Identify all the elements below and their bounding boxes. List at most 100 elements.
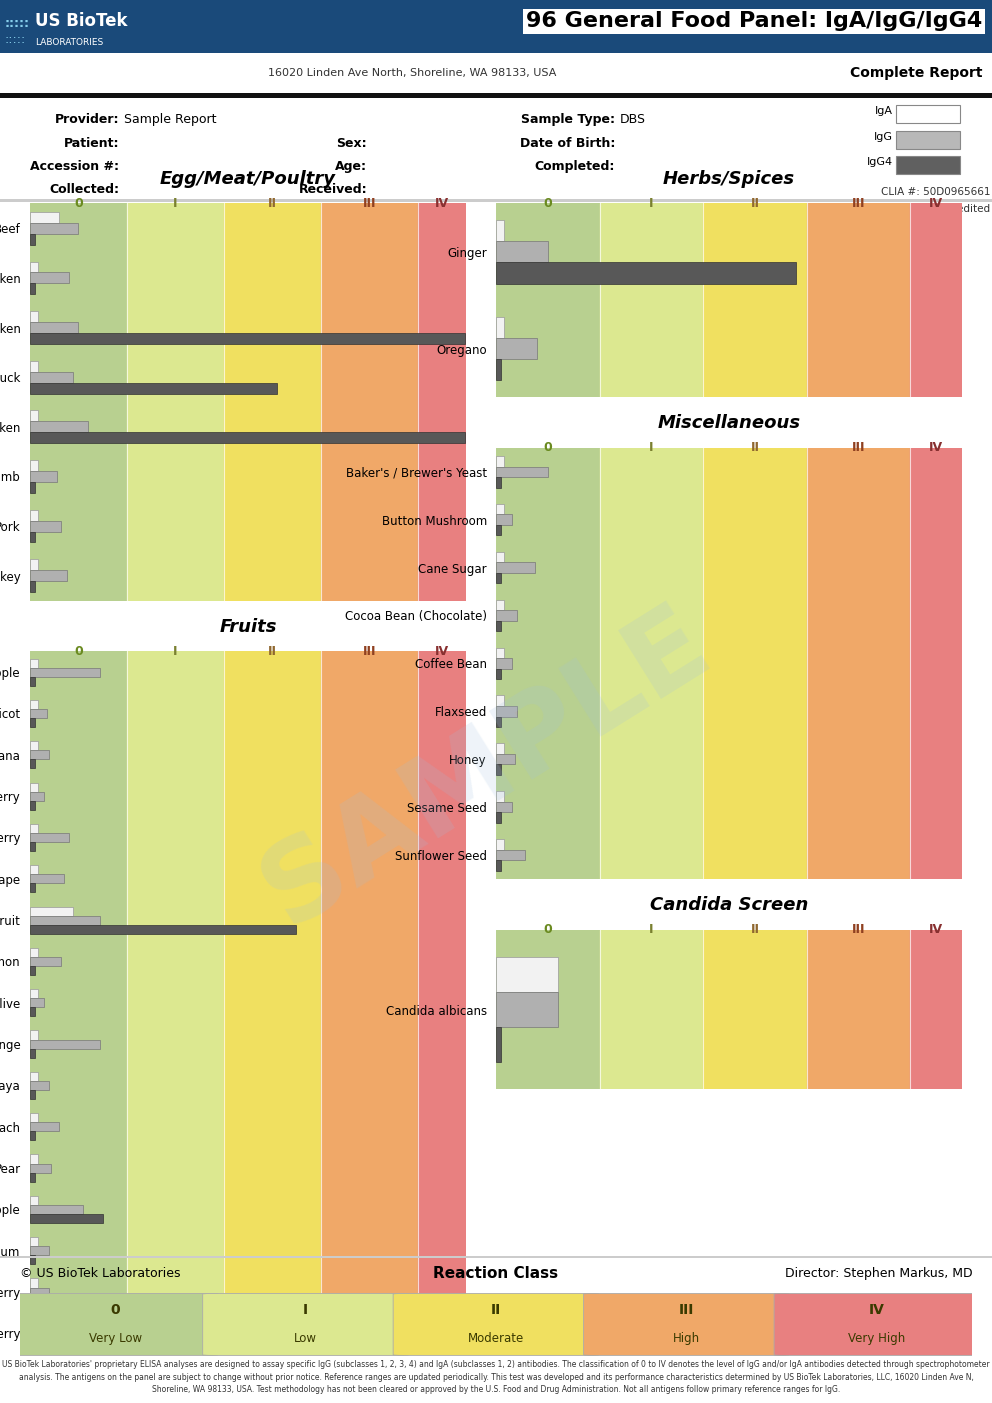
Text: I: I	[649, 923, 654, 936]
Text: Complete Report: Complete Report	[849, 66, 982, 80]
Bar	[224, 203, 320, 600]
Bar	[30, 751, 50, 759]
Bar	[496, 706, 517, 717]
Bar	[496, 1027, 501, 1062]
Text: 16020 Linden Ave North, Shoreline, WA 98133, USA: 16020 Linden Ave North, Shoreline, WA 98…	[268, 67, 557, 79]
Bar	[599, 203, 703, 397]
Bar	[496, 801, 512, 812]
Bar	[30, 411, 38, 421]
Text: SAMPLE: SAMPLE	[244, 588, 728, 947]
Bar	[30, 1278, 38, 1288]
Bar	[30, 906, 73, 916]
Text: II: II	[751, 923, 760, 936]
Text: Provider:: Provider:	[55, 114, 119, 126]
Bar	[703, 203, 806, 397]
Bar	[496, 696, 504, 706]
Bar	[30, 916, 99, 925]
Bar	[30, 1205, 83, 1214]
Bar	[30, 1122, 59, 1131]
Title: Miscellaneous: Miscellaneous	[658, 414, 801, 432]
Bar	[496, 753, 515, 765]
Bar	[30, 1090, 35, 1099]
Text: I: I	[173, 645, 178, 658]
Text: IV: IV	[930, 923, 943, 936]
Bar	[30, 791, 45, 801]
Bar	[496, 648, 504, 658]
Bar	[496, 456, 504, 467]
Text: III: III	[852, 196, 865, 210]
Bar	[30, 1237, 38, 1246]
Bar	[30, 1007, 35, 1016]
Bar	[496, 658, 512, 669]
Bar	[30, 783, 38, 791]
Text: Moderate: Moderate	[468, 1331, 524, 1345]
FancyBboxPatch shape	[583, 1294, 790, 1355]
Bar	[30, 1246, 50, 1256]
Bar	[30, 1214, 102, 1223]
Bar	[30, 1256, 35, 1264]
Bar	[30, 1155, 38, 1163]
Bar	[30, 1080, 50, 1090]
Bar	[30, 560, 38, 570]
Bar	[30, 272, 68, 283]
Text: Low: Low	[294, 1331, 317, 1345]
Text: COLA accredited: COLA accredited	[903, 205, 990, 215]
Bar	[496, 850, 525, 860]
Bar	[806, 448, 911, 878]
FancyBboxPatch shape	[896, 130, 960, 149]
Text: II: II	[491, 1303, 501, 1317]
Bar	[806, 203, 911, 397]
Bar	[30, 967, 35, 975]
Text: 0: 0	[73, 196, 82, 210]
Bar	[30, 925, 297, 934]
Bar	[30, 1320, 38, 1329]
Text: © US BioTek Laboratories: © US BioTek Laboratories	[20, 1267, 181, 1281]
Bar	[30, 709, 48, 718]
Bar	[418, 651, 466, 1354]
Text: III: III	[362, 645, 376, 658]
Text: Date of Birth:: Date of Birth:	[520, 136, 615, 150]
Bar	[496, 551, 504, 563]
Text: IV: IV	[930, 442, 943, 455]
Text: US BioTek: US BioTek	[35, 13, 127, 31]
Text: III: III	[852, 442, 865, 455]
Bar	[496, 477, 501, 488]
Bar	[30, 718, 35, 727]
Bar	[496, 839, 504, 850]
FancyBboxPatch shape	[896, 105, 960, 123]
Bar	[30, 432, 465, 443]
Bar	[496, 504, 504, 515]
Bar	[496, 515, 512, 525]
Text: I: I	[649, 442, 654, 455]
Bar	[30, 1048, 35, 1058]
Bar	[496, 220, 504, 241]
Title: Candida Screen: Candida Screen	[650, 897, 808, 915]
Text: LABORATORIES: LABORATORIES	[35, 38, 103, 48]
Bar	[30, 658, 38, 668]
Bar	[496, 744, 504, 753]
Text: III: III	[852, 923, 865, 936]
Bar	[30, 1329, 50, 1338]
Bar	[30, 311, 38, 323]
Bar	[30, 361, 38, 372]
Text: Accession #:: Accession #:	[30, 160, 119, 173]
Text: US BioTek Laboratories' proprietary ELISA analyses are designed to assay specifi: US BioTek Laboratories' proprietary ELIS…	[2, 1361, 990, 1395]
Bar	[30, 421, 88, 432]
Text: IgG4: IgG4	[867, 157, 893, 167]
Bar	[30, 759, 35, 769]
Bar	[496, 610, 517, 620]
Bar	[30, 223, 78, 234]
Text: DBS: DBS	[620, 114, 646, 126]
Bar	[30, 1040, 99, 1048]
Text: IgG: IgG	[874, 132, 893, 142]
Bar	[496, 203, 599, 397]
Bar	[806, 930, 911, 1089]
Text: Collected:: Collected:	[49, 182, 119, 196]
Bar	[30, 741, 38, 751]
Bar	[30, 989, 38, 999]
Bar	[30, 471, 57, 481]
Text: Age:: Age:	[335, 160, 367, 173]
Text: Completed:: Completed:	[535, 160, 615, 173]
Text: 0: 0	[544, 196, 553, 210]
Bar	[30, 824, 38, 833]
